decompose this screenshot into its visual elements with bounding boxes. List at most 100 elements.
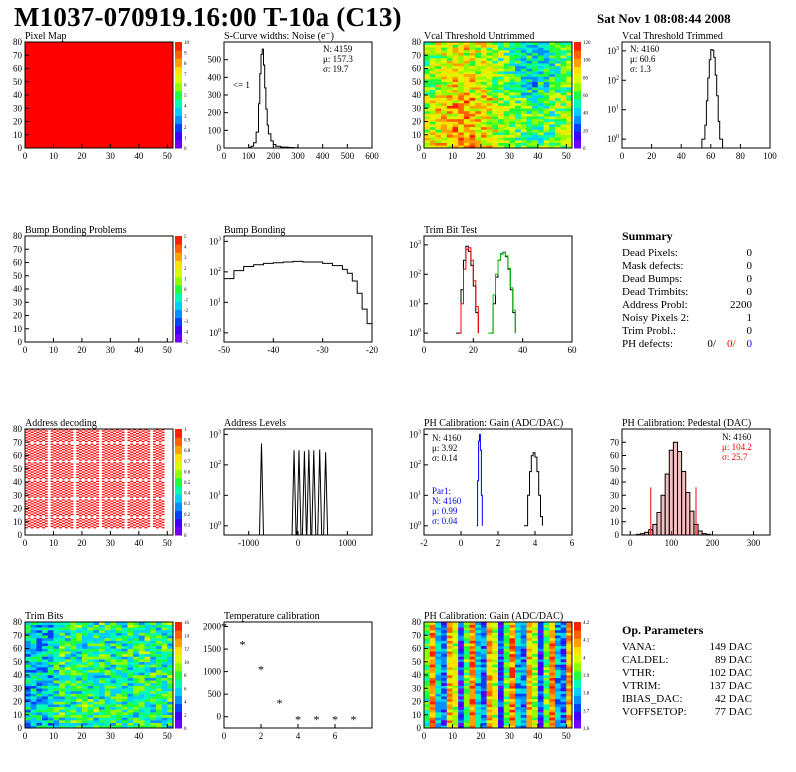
heatmap-cell (520, 645, 527, 649)
y-tick-label: 20 (13, 697, 23, 707)
heatmap-cell (93, 664, 100, 668)
heatmap-cell (136, 520, 139, 522)
x-tick-label: 0 (222, 731, 227, 741)
heatmap-cell (429, 105, 436, 109)
heatmap-cell (127, 653, 134, 657)
x-tick-label: 20 (647, 151, 657, 161)
heatmap-cell (446, 42, 453, 45)
y-tick-label: 100 (409, 328, 421, 338)
heatmap-cell (67, 467, 71, 469)
heatmap-cell (492, 89, 499, 93)
heatmap-cell (113, 496, 117, 498)
heatmap-cell (452, 42, 459, 45)
heatmap-cell (93, 690, 100, 694)
y-tick-label: 101 (209, 490, 221, 500)
heatmap-cell (509, 47, 516, 51)
heatmap-cell (104, 511, 108, 513)
heatmap-cell (532, 132, 539, 136)
heatmap-cell (147, 478, 151, 480)
heatmap-cell (56, 480, 60, 482)
heatmap-cell (515, 134, 522, 138)
heatmap-cell (87, 513, 91, 516)
heatmap-cell (486, 126, 493, 130)
heatmap-cell (526, 688, 533, 692)
heatmap-cell (503, 124, 510, 128)
heatmap-cell (76, 664, 83, 668)
heatmap-cell (463, 669, 470, 673)
heatmap-cell (25, 474, 28, 476)
heatmap-cell (543, 126, 550, 130)
heatmap-cell (452, 648, 459, 652)
heatmap-cell (96, 491, 99, 493)
heatmap-cell (121, 468, 125, 471)
heatmap-cell (87, 624, 94, 628)
heatmap-cell (469, 55, 476, 59)
heatmap-cell (492, 672, 499, 676)
heatmap-cell (30, 500, 34, 502)
heatmap-cell (107, 456, 111, 459)
heatmap-cell (155, 482, 159, 484)
heatmap-cell (520, 667, 527, 670)
heatmap-cell (503, 110, 510, 114)
heatmap-cell (93, 712, 100, 716)
heatmap-cell (30, 487, 34, 489)
heatmap-cell (25, 688, 31, 692)
heatmap-cell (554, 65, 561, 69)
heatmap-cell (520, 142, 527, 146)
heatmap-cell (492, 129, 499, 133)
heatmap-cell (138, 439, 142, 441)
heatmap-cell (537, 629, 544, 633)
heatmap-cell (138, 474, 142, 476)
heatmap-cell (526, 89, 533, 93)
heatmap-cell (64, 447, 68, 449)
heatmap-cell (136, 504, 139, 506)
heatmap-cell (144, 698, 151, 702)
heatmap-cell (446, 116, 453, 120)
heatmap-cell (81, 519, 85, 521)
heatmap-cell (469, 134, 476, 138)
heatmap-cell (429, 84, 436, 88)
heatmap-cell (93, 643, 100, 647)
heatmap-cell (47, 709, 54, 713)
heatmap-cell (99, 693, 105, 697)
heatmap-cell (161, 643, 168, 647)
heatmap-cell (70, 709, 77, 713)
heatmap-cell (463, 92, 470, 96)
heatmap-cell (486, 669, 493, 673)
heatmap-cell (113, 501, 117, 504)
heatmap-cell (93, 468, 97, 471)
heatmap-cell (44, 454, 48, 456)
heatmap-cell (515, 635, 522, 639)
heatmap-cell (56, 520, 60, 522)
heatmap-cell (424, 87, 430, 90)
heatmap-cell (463, 52, 470, 56)
heatmap-cell (116, 632, 123, 636)
palette-label: 0 (583, 147, 586, 152)
heatmap-cell (486, 71, 493, 75)
heatmap-cell (463, 129, 470, 133)
heatmap-cell (429, 635, 436, 639)
heatmap-cell (475, 714, 482, 718)
heatmap-cell (492, 47, 499, 51)
heatmap-cell (99, 637, 105, 641)
heatmap-cell (492, 693, 499, 697)
heatmap-cell (429, 706, 436, 710)
heatmap-cell (526, 714, 533, 718)
heatmap-cell (446, 145, 453, 149)
heatmap-cell (167, 656, 174, 660)
heatmap-cell (121, 706, 128, 710)
heatmap-cell (532, 622, 539, 625)
heatmap-cell (67, 517, 71, 520)
heatmap-cell (70, 482, 74, 484)
heatmap-cell (158, 504, 162, 506)
heatmap-cell (110, 495, 114, 497)
heatmap-cell (424, 696, 430, 700)
heatmap-cell (480, 73, 487, 77)
heatmap-cell (76, 503, 80, 505)
heatmap-cell (492, 49, 499, 53)
palette-label: 0 (184, 534, 187, 539)
heatmap-cell (161, 455, 165, 457)
heatmap-cell (138, 669, 145, 673)
heatmap-cell (39, 488, 43, 490)
heatmap-cell (81, 656, 88, 660)
